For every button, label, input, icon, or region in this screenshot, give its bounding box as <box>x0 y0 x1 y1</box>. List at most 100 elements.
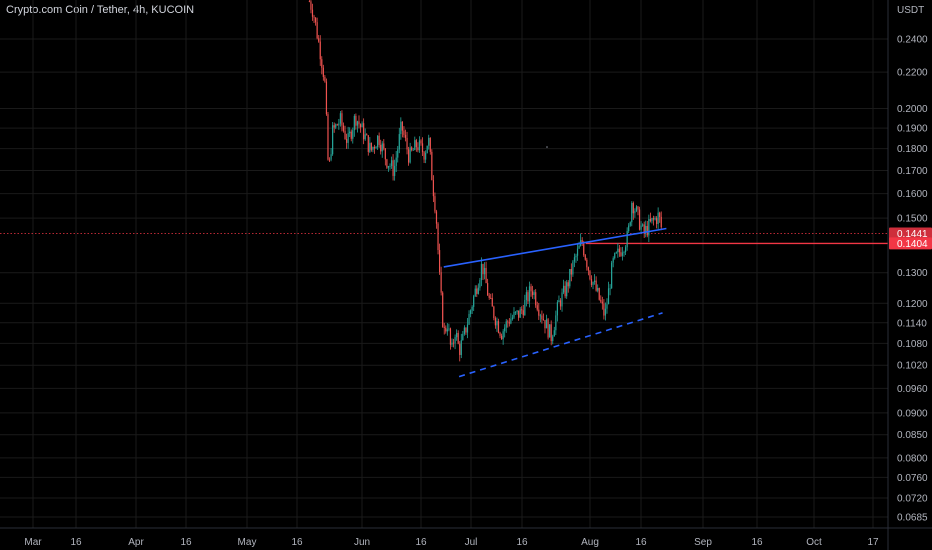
candle <box>342 122 345 133</box>
candle <box>383 139 385 151</box>
candle <box>471 305 473 315</box>
candle <box>528 281 531 308</box>
candle <box>659 211 661 223</box>
candle <box>547 318 549 340</box>
candle <box>505 318 507 333</box>
candle <box>493 305 495 321</box>
candle <box>432 175 434 203</box>
candle <box>642 223 644 227</box>
candle <box>559 298 562 310</box>
current-price-tag: 0.1441 <box>889 227 932 240</box>
candle <box>456 329 458 341</box>
candle <box>567 280 569 293</box>
candle <box>634 208 636 218</box>
candle <box>507 319 509 328</box>
candle <box>356 120 359 133</box>
candle <box>401 121 403 138</box>
support-trendline[interactable] <box>458 312 663 378</box>
candle <box>397 145 399 163</box>
y-tick-label: 0.0800 <box>897 453 928 464</box>
candle <box>558 295 560 303</box>
candle <box>482 263 484 280</box>
candle <box>525 286 527 307</box>
resistance-trendline[interactable] <box>443 227 667 268</box>
candle <box>426 145 428 154</box>
candle <box>389 163 391 170</box>
candle <box>614 252 616 260</box>
trendlines[interactable] <box>443 227 667 378</box>
candle <box>457 330 459 345</box>
candle <box>632 201 634 220</box>
candle <box>468 310 470 325</box>
x-tick-label: Mar <box>24 537 42 548</box>
candle <box>533 289 535 300</box>
candle <box>411 146 413 152</box>
candle <box>535 289 537 308</box>
candle <box>392 154 394 181</box>
candle <box>536 301 538 312</box>
candle <box>358 115 360 129</box>
candle <box>593 274 596 285</box>
candle <box>657 207 659 230</box>
grid <box>0 0 888 528</box>
candle <box>398 127 400 154</box>
candle <box>338 118 340 130</box>
candle <box>637 205 639 216</box>
candle <box>361 121 363 128</box>
candle <box>437 222 439 255</box>
candle <box>483 262 486 280</box>
candle <box>364 128 366 141</box>
candle <box>603 299 605 320</box>
candle <box>412 147 414 151</box>
time-axis[interactable]: Mar 16 Apr 16 May 16 Jun 16 Jul 16 Aug 16 Sep 16 Oct 17 <box>24 537 879 548</box>
candle <box>587 266 589 276</box>
candle <box>431 149 433 181</box>
candle <box>626 227 628 251</box>
candle <box>516 310 518 315</box>
candle <box>420 139 422 146</box>
candle <box>562 279 565 295</box>
candle <box>531 285 534 299</box>
candle <box>539 313 541 323</box>
candle <box>448 323 450 332</box>
candle <box>620 247 622 257</box>
candle <box>367 135 369 156</box>
price-levels <box>0 233 888 245</box>
candle <box>651 217 653 224</box>
candle <box>488 292 490 300</box>
candle <box>584 253 586 261</box>
candle <box>324 74 326 83</box>
candle <box>462 330 464 341</box>
stray-dot <box>546 146 548 148</box>
svg-text:0.1441: 0.1441 <box>897 229 928 240</box>
candle <box>550 320 552 346</box>
candle <box>322 64 324 81</box>
level-price-tag: 0.1404 <box>889 237 932 250</box>
candle <box>387 165 390 172</box>
candle <box>595 276 597 292</box>
x-tick-label: Sep <box>694 537 712 548</box>
candle <box>496 317 498 332</box>
candle <box>527 290 529 304</box>
candle <box>549 324 551 338</box>
candle <box>628 223 630 234</box>
price-axis[interactable]: 0.2400 0.2200 0.2000 0.1900 0.1800 0.1700 0.16… <box>897 35 928 524</box>
candle <box>463 325 465 336</box>
candle <box>556 300 558 322</box>
candle <box>308 0 310 3</box>
candle <box>384 147 386 166</box>
candle <box>344 125 346 140</box>
candle <box>545 314 548 329</box>
candle <box>598 287 600 301</box>
candle <box>372 146 374 153</box>
candle <box>629 221 631 227</box>
candle <box>390 156 393 169</box>
candle <box>570 263 572 282</box>
candle <box>541 310 543 324</box>
candle <box>572 260 574 277</box>
candle <box>404 129 407 142</box>
y-tick-label: 0.1080 <box>897 339 928 350</box>
candle <box>355 113 357 130</box>
